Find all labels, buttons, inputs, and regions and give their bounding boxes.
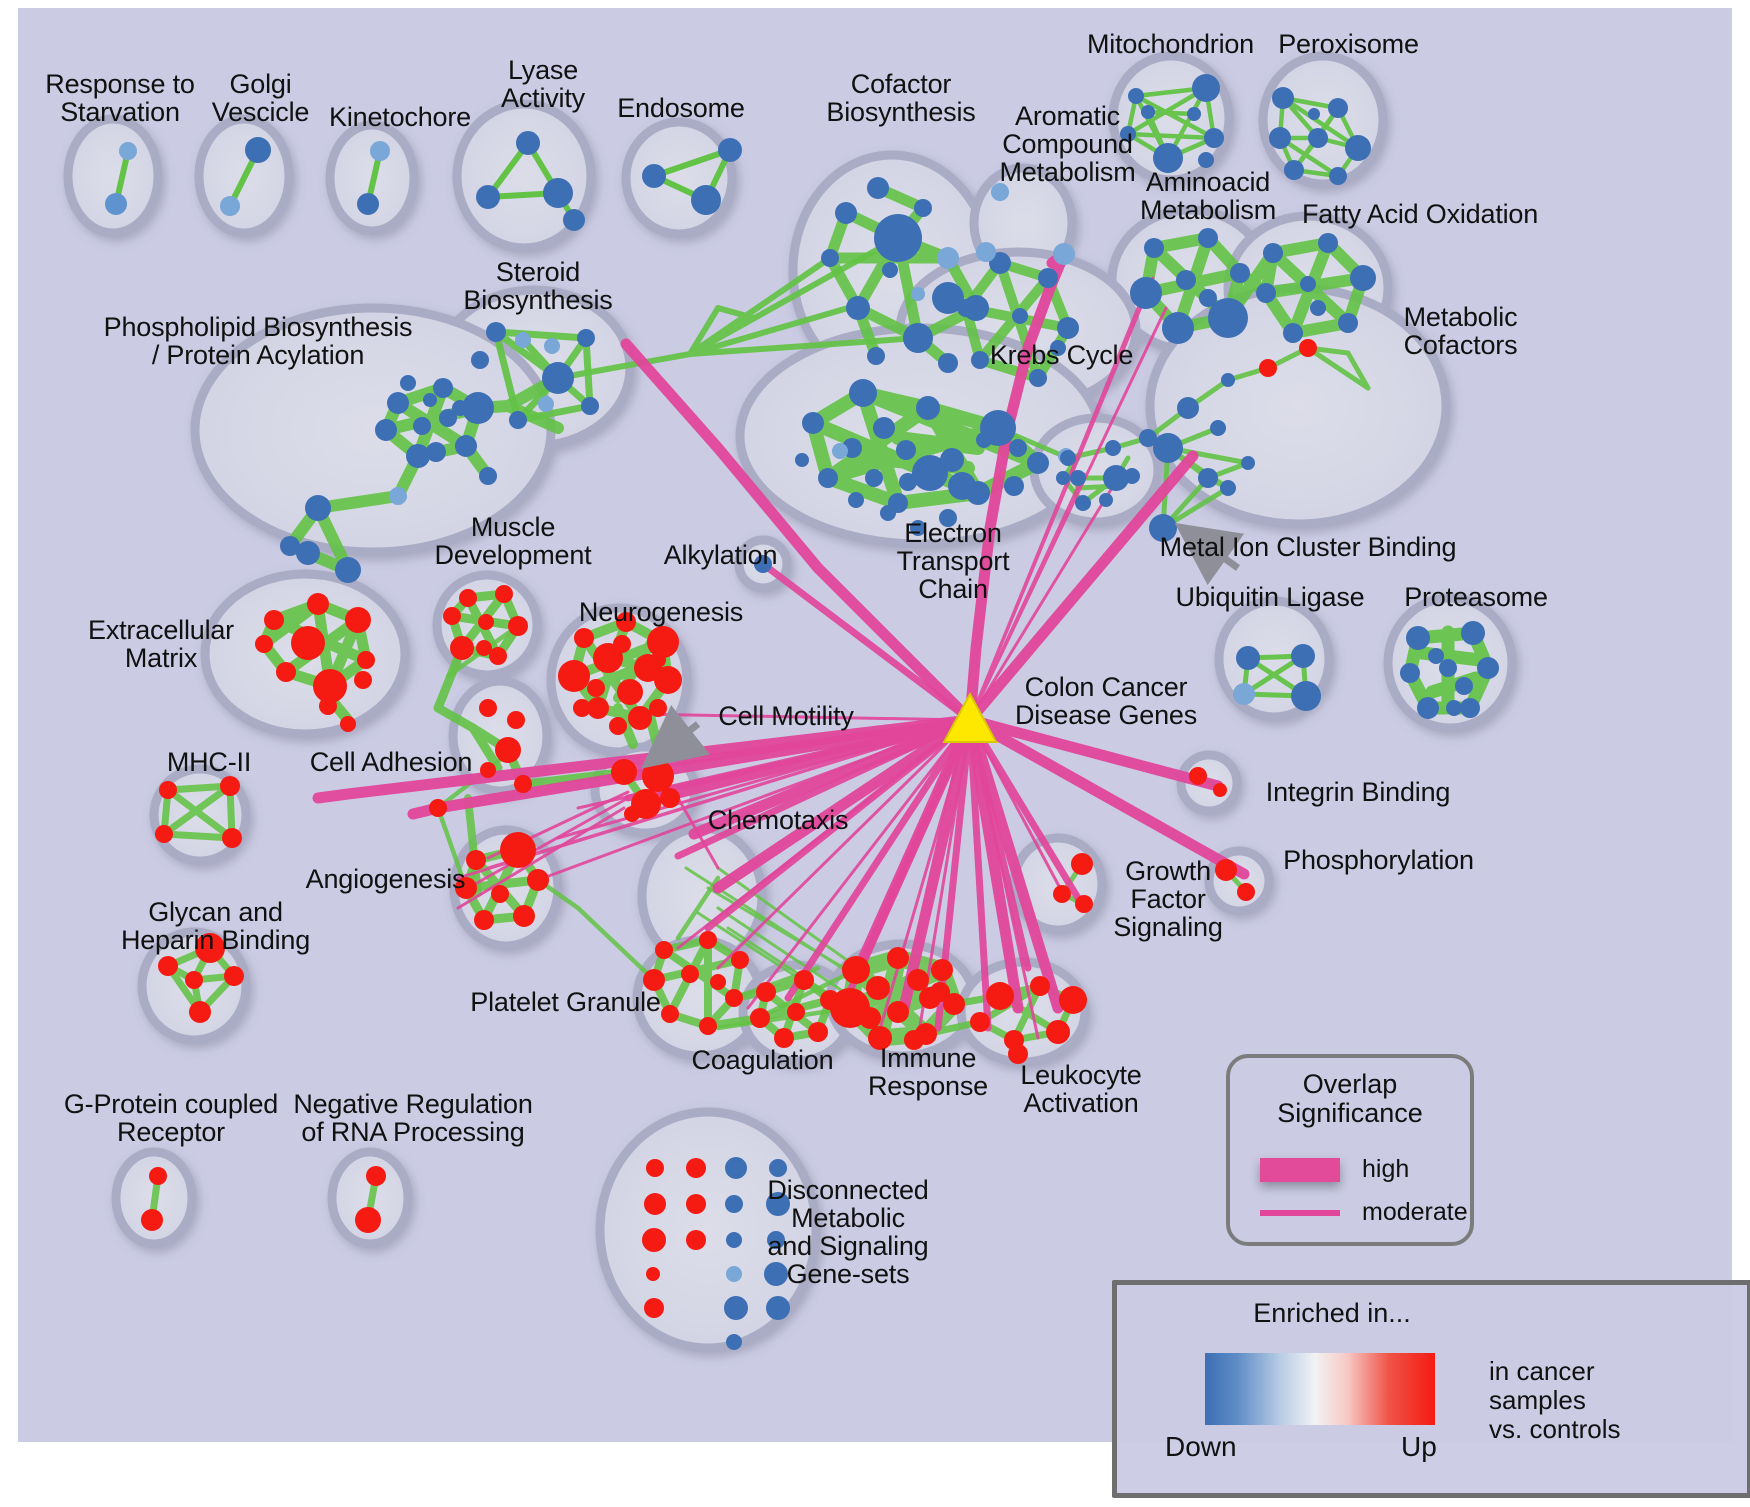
label-platelet-granule: Platelet Granule bbox=[470, 987, 661, 1017]
label-alkylation: Alkylation bbox=[663, 540, 778, 570]
label-angiogenesis: Angiogenesis bbox=[305, 864, 466, 894]
label-steroid-biosynthesis: Steroid Biosynthesis bbox=[463, 257, 613, 316]
label-metal-ion-cluster-binding: Metal Ion Cluster Binding bbox=[1159, 532, 1457, 562]
label-muscle-development: Muscle Development bbox=[434, 512, 592, 571]
label-mhc-ii: MHC-II bbox=[166, 747, 252, 777]
legend-high-swatch bbox=[1260, 1158, 1340, 1182]
legend-moderate-label: moderate bbox=[1362, 1198, 1468, 1226]
label-cofactor-biosynthesis: Cofactor Biosynthesis bbox=[826, 69, 976, 128]
legend-down-label: Down bbox=[1165, 1431, 1237, 1462]
enrichment-colorbar bbox=[1205, 1353, 1435, 1425]
label-lyase-activity: Lyase Activity bbox=[501, 55, 585, 114]
label-chemotaxis: Chemotaxis bbox=[707, 805, 849, 835]
label-kinetochore: Kinetochore bbox=[329, 102, 471, 132]
label-cell-motility: Cell Motility bbox=[718, 701, 854, 731]
label-electron-transport-chain: Electron Transport Chain bbox=[896, 518, 1010, 605]
label-peroxisome: Peroxisome bbox=[1278, 29, 1419, 59]
legend-moderate-swatch bbox=[1260, 1210, 1340, 1216]
label-metabolic-cofactors: Metabolic Cofactors bbox=[1403, 302, 1518, 361]
label-disconnected-gene-sets: Disconnected Metabolic and Signaling Gen… bbox=[767, 1175, 929, 1290]
label-negative-regulation-rna: Negative Regulation of RNA Processing bbox=[293, 1089, 533, 1148]
label-ubiquitin-ligase: Ubiquitin Ligase bbox=[1175, 582, 1365, 612]
label-aromatic-compound-metabolism: Aromatic Compound Metabolism bbox=[999, 101, 1136, 188]
label-integrin-binding: Integrin Binding bbox=[1265, 777, 1451, 807]
label-cell-adhesion: Cell Adhesion bbox=[309, 747, 473, 777]
label-proteasome: Proteasome bbox=[1404, 582, 1548, 612]
legend-high-label: high bbox=[1362, 1155, 1410, 1183]
label-coagulation: Coagulation bbox=[691, 1045, 834, 1075]
label-golgi-vescicle: Golgi Vescicle bbox=[211, 69, 310, 128]
label-krebs-cycle: Krebs Cycle bbox=[989, 340, 1134, 370]
legend-enriched-in: Enriched in... Down Up in cancer samples… bbox=[1112, 1280, 1750, 1498]
label-mitochondrion: Mitochondrion bbox=[1087, 29, 1254, 59]
legend-enrich-side-text: in cancer samples vs. controls bbox=[1489, 1356, 1621, 1445]
colon-cancer-hub-node[interactable] bbox=[942, 691, 998, 743]
legend-overlap-title: Overlap Significance bbox=[1277, 1069, 1423, 1128]
label-response-to-starvation: Response to Starvation bbox=[45, 69, 195, 128]
annotation-arrows bbox=[640, 522, 1245, 769]
label-immune-response: Immune Response bbox=[868, 1043, 988, 1102]
label-leukocyte-activation: Leukocyte Activation bbox=[1020, 1060, 1142, 1119]
label-g-protein-coupled-receptor: G-Protein coupled Receptor bbox=[63, 1089, 279, 1148]
network-graph bbox=[63, 51, 1517, 1353]
legend-enrich-title: Enriched in... bbox=[1253, 1298, 1411, 1328]
label-phospholipid-biosynthesis: Phospholipid Biosynthesis / Protein Acyl… bbox=[103, 312, 413, 371]
legend-up-label: Up bbox=[1401, 1431, 1437, 1462]
gene-set-nodes bbox=[105, 74, 1499, 1350]
label-growth-factor-signaling: Growth Factor Signaling bbox=[1113, 856, 1223, 943]
label-extracellular-matrix: Extracellular Matrix bbox=[88, 615, 234, 674]
legend-overlap-significance: Overlap Significance high moderate bbox=[1226, 1054, 1474, 1246]
label-fatty-acid-oxidation: Fatty Acid Oxidation bbox=[1301, 199, 1539, 229]
label-glycan-and-heparin-binding: Glycan and Heparin Binding bbox=[120, 897, 311, 956]
network-canvas: Response to Starvation Golgi Vescicle Ki… bbox=[18, 8, 1750, 1498]
label-phosphorylation: Phosphorylation bbox=[1283, 845, 1474, 875]
label-neurogenesis: Neurogenesis bbox=[578, 597, 744, 627]
label-endosome: Endosome bbox=[617, 93, 745, 123]
label-colon-cancer-disease-genes: Colon Cancer Disease Genes bbox=[1015, 672, 1197, 731]
label-aminoacid-metabolism: Aminoacid Metabolism bbox=[1139, 167, 1277, 226]
